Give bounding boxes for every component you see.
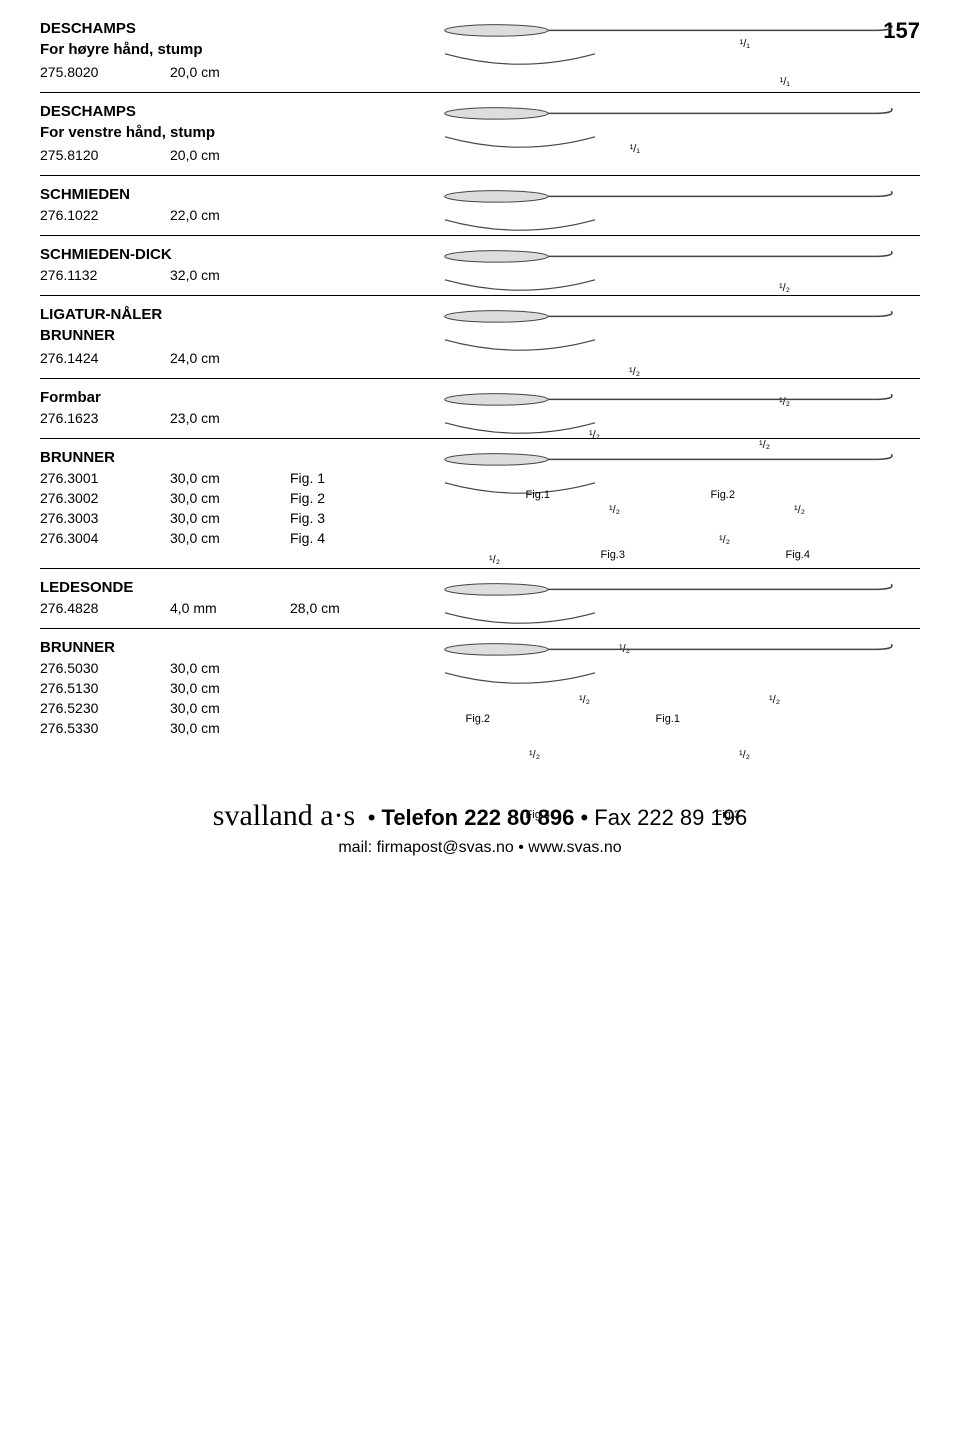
bullet: • (368, 805, 376, 830)
scale-label: ¹/₂ (579, 694, 590, 706)
product-size: 30,0 cm (170, 720, 240, 736)
scale-label: ¹/₂ (529, 749, 540, 761)
product-size: 23,0 cm (170, 410, 240, 426)
scale-label: ¹/₂ (719, 534, 730, 546)
product-code: 276.1132 (40, 267, 120, 283)
product-size: 30,0 cm (170, 700, 240, 716)
product-code: 276.5330 (40, 720, 120, 736)
catalog-section: LEDESONDE 276.4828 4,0 mm 28,0 cm ¹/₂ (40, 579, 920, 629)
instrument-illustration (440, 389, 920, 438)
mail-line: mail: firmapost@svas.no • www.svas.no (40, 839, 920, 857)
product-fig: Fig. 1 (290, 470, 350, 486)
product-code: 276.3003 (40, 510, 120, 526)
figure-label: Fig.3 (601, 549, 625, 561)
scale-label: ¹/₁ (630, 143, 640, 155)
instrument-illustration (440, 20, 920, 92)
catalog-section: BRUNNER 276.5030 30,0 cm 276.5130 30,0 c… (40, 639, 920, 759)
product-size: 30,0 cm (170, 490, 240, 506)
scale-label: ¹/₂ (629, 366, 640, 378)
catalog-section: DESCHAMPS For høyre hånd, stump 275.8020… (40, 20, 920, 93)
product-size: 32,0 cm (170, 267, 240, 283)
product-fig: Fig. 4 (290, 530, 350, 546)
figure-label: Fig.1 (526, 489, 550, 501)
catalog-section: DESCHAMPS For venstre hånd, stump 275.81… (40, 103, 920, 176)
product-code: 276.5030 (40, 660, 120, 676)
product-code: 276.3002 (40, 490, 120, 506)
product-size: 30,0 cm (170, 470, 240, 486)
product-code: 276.1022 (40, 207, 120, 223)
scale-label: ¹/₂ (739, 749, 750, 761)
product-code: 276.3001 (40, 470, 120, 486)
catalog-section: Formbar 276.1623 23,0 cm ¹/₂¹/₂ (40, 389, 920, 439)
scale-label: ¹/₂ (489, 554, 500, 566)
product-size: 24,0 cm (170, 350, 240, 366)
catalog-section: LIGATUR-NÅLER BRUNNER 276.1424 24,0 cm ¹… (40, 306, 920, 379)
product-code: 276.1623 (40, 410, 120, 426)
contact-line: • Telefon 222 80 896 • Fax 222 89 196 (368, 805, 748, 830)
product-size: 30,0 cm (170, 680, 240, 696)
instrument-illustration (440, 449, 920, 568)
mail-address: firmapost@svas.no (377, 839, 514, 856)
instrument-illustration (440, 306, 920, 378)
scale-label: ¹/₂ (769, 694, 780, 706)
figure-label: Fig.4 (526, 809, 550, 821)
bullet: • (580, 805, 588, 830)
scale-label: ¹/₁ (740, 38, 750, 50)
product-fig: Fig. 2 (290, 490, 350, 506)
product-size: 30,0 cm (170, 530, 240, 546)
company-name: svalland a·s (213, 799, 355, 832)
phone-number: 222 80 896 (464, 805, 574, 830)
product-code: 276.3004 (40, 530, 120, 546)
figure-label: Fig.2 (466, 713, 490, 725)
product-code: 276.1424 (40, 350, 120, 366)
scale-label: ¹/₂ (794, 504, 805, 516)
product-size: 20,0 cm (170, 147, 240, 163)
mail-label: mail: (338, 839, 372, 856)
product-code: 275.8020 (40, 64, 120, 80)
figure-label: Fig.3 (716, 809, 740, 821)
scale-label: ¹/₂ (779, 282, 790, 294)
instrument-illustration (440, 103, 920, 175)
product-size: 22,0 cm (170, 207, 240, 223)
instrument-illustration (440, 639, 920, 759)
product-size: 30,0 cm (170, 510, 240, 526)
scale-label: ¹/₂ (589, 429, 600, 441)
product-size: 4,0 mm (170, 600, 240, 616)
catalog-section: SCHMIEDEN 276.1022 22,0 cm (40, 186, 920, 236)
instrument-illustration (440, 186, 920, 235)
product-extra: 28,0 cm (290, 600, 360, 616)
product-size: 20,0 cm (170, 64, 240, 80)
bullet: • (518, 839, 524, 856)
scale-label: ¹/₁ (780, 76, 790, 88)
fax-label: Fax (594, 805, 631, 830)
footer: svalland a·s • Telefon 222 80 896 • Fax … (40, 799, 920, 857)
product-code: 276.5230 (40, 700, 120, 716)
product-fig: Fig. 3 (290, 510, 350, 526)
phone-label: Telefon (382, 805, 459, 830)
scale-label: ¹/₂ (609, 504, 620, 516)
instrument-illustration (440, 579, 920, 628)
product-code: 276.5130 (40, 680, 120, 696)
web-address: www.svas.no (528, 839, 621, 856)
figure-label: Fig.4 (786, 549, 810, 561)
product-code: 275.8120 (40, 147, 120, 163)
catalog-section: BRUNNER 276.3001 30,0 cm Fig. 1 276.3002… (40, 449, 920, 569)
figure-label: Fig.1 (656, 713, 680, 725)
instrument-illustration (440, 246, 920, 295)
figure-label: Fig.2 (711, 489, 735, 501)
product-code: 276.4828 (40, 600, 120, 616)
product-size: 30,0 cm (170, 660, 240, 676)
catalog-section: SCHMIEDEN-DICK 276.1132 32,0 cm ¹/₂ (40, 246, 920, 296)
